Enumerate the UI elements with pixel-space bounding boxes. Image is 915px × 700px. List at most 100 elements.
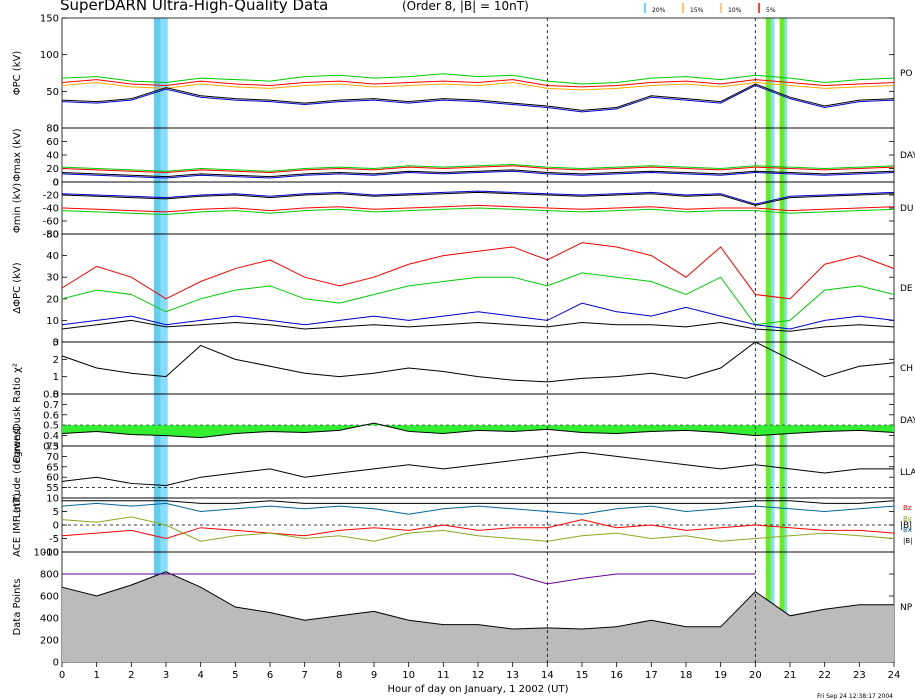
y-tick-label: 0.8 <box>43 390 59 401</box>
y-tick-label: -80 <box>43 230 59 241</box>
panel-ratio: 0.30.40.50.60.70.8 Dawn/Dusk Ratio DAY <box>12 377 915 463</box>
side-label: CH <box>900 364 913 374</box>
y-tick-label: 20 <box>46 294 59 305</box>
x-tick-label: 22 <box>818 670 831 681</box>
legend-label: 10% <box>728 7 742 14</box>
y-tick-label: -20 <box>43 191 59 202</box>
shaded-interval <box>784 18 788 662</box>
x-tick-label: 15 <box>576 670 589 681</box>
legend: 20% 15% 10% 5% <box>644 3 776 14</box>
x-axis: 0 1 2 3 4 5 6 7 8 9 10 11 12 13 14 15 16 17 18 19 20 21 22 23 24 <box>59 662 901 681</box>
imf-label: Bz <box>903 504 912 512</box>
panel-phimax: 0 20 40 60 80 Φmax (kV) DAY <box>12 124 915 189</box>
side-label: |B| <box>900 521 912 531</box>
x-tick-label: 17 <box>645 670 658 681</box>
figure-subtitle: (Order 8, |B| = 10nT) <box>402 0 529 13</box>
y-tick-label: 70 <box>46 452 59 463</box>
y-axis-label: Φmin (kV) <box>12 183 23 233</box>
shaded-interval <box>770 18 775 662</box>
x-tick-label: 18 <box>680 670 693 681</box>
series-line <box>61 319 895 332</box>
y-tick-label: 20 <box>46 164 59 175</box>
side-label: PO <box>900 69 913 79</box>
shaded-interval <box>765 18 771 662</box>
x-tick-label: 7 <box>301 670 307 681</box>
y-tick-label: 400 <box>40 614 59 625</box>
y-tick-label: 40 <box>46 151 59 162</box>
legend-label: 15% <box>690 7 704 14</box>
side-label: DAY <box>900 416 915 426</box>
series-line <box>61 204 895 213</box>
x-tick-label: 0 <box>59 670 65 681</box>
series-line <box>61 516 895 542</box>
series-line <box>61 169 895 178</box>
side-label: LLA <box>900 468 915 478</box>
x-tick-label: 2 <box>128 670 134 681</box>
y-tick-label: 55 <box>46 483 59 494</box>
y-tick-label: 1 <box>53 372 59 383</box>
y-tick-label: 10 <box>46 316 59 327</box>
x-tick-label: 23 <box>853 670 866 681</box>
side-label: DE <box>900 284 913 294</box>
shaded-interval <box>779 18 785 662</box>
y-tick-label: 0 <box>53 178 59 189</box>
series-line <box>61 571 894 630</box>
y-tick-label: 0 <box>53 124 59 135</box>
x-tick-label: 11 <box>437 670 450 681</box>
x-tick-label: 24 <box>888 670 901 681</box>
shaded-interval <box>153 18 161 662</box>
y-tick-label: 800 <box>40 570 59 581</box>
y-tick-label: 10 <box>46 494 59 505</box>
x-tick-label: 10 <box>402 670 415 681</box>
y-tick-label: 0 <box>53 521 59 532</box>
imf-label: Bx <box>903 526 912 534</box>
series-line <box>61 422 895 439</box>
y-axis-label: ΔΦPC (kV) <box>12 262 23 313</box>
y-axis-label: Φmax (kV) <box>12 128 23 181</box>
x-tick-label: 5 <box>232 670 238 681</box>
y-tick-label: 200 <box>40 636 59 647</box>
y-tick-label: 0 <box>53 338 59 349</box>
y-tick-label: 75 <box>46 442 59 453</box>
y-tick-label: 30 <box>46 273 59 284</box>
series-line <box>61 82 895 91</box>
y-axis-label: ACE IMF (nT) <box>12 493 23 557</box>
y-tick-label: -5 <box>49 534 59 545</box>
series-line <box>62 573 756 585</box>
side-label: DAY <box>900 151 915 161</box>
y-tick-label: 100 <box>40 50 59 61</box>
x-tick-label: 12 <box>472 670 485 681</box>
legend-label: 20% <box>652 7 666 14</box>
y-tick-label: 50 <box>46 230 59 241</box>
x-tick-label: 8 <box>336 670 342 681</box>
series-line <box>61 165 895 174</box>
y-tick-label: -40 <box>43 204 59 215</box>
y-tick-label: 0.4 <box>43 431 59 442</box>
timestamp: Fri Sep 24 12:38:17 2004 <box>817 693 893 700</box>
y-tick-label: 0.3 <box>43 442 59 453</box>
y-tick-label: 0.7 <box>43 400 59 411</box>
y-tick-label: 600 <box>40 592 59 603</box>
panel-phimin: -80 -60 -40 -20 0 Φmin (kV) DU <box>12 178 914 241</box>
x-tick-label: 9 <box>371 670 377 681</box>
panel-phipc: 0 50 100 150 ΦPC (kV) PO <box>12 14 913 135</box>
y-tick-label: 80 <box>46 124 59 135</box>
panel-chisq: 0 1 2 3 χ² CH <box>12 338 913 401</box>
panel-dphipc: 0 10 20 30 40 50 ΔΦPC (kV) DE <box>12 230 913 349</box>
imf-label: By <box>903 515 912 523</box>
y-tick-label: 50 <box>46 87 59 98</box>
y-tick-label: 40 <box>46 251 59 262</box>
shaded-intervals <box>153 18 788 662</box>
x-tick-label: 6 <box>267 670 273 681</box>
y-tick-label: 0 <box>53 178 59 189</box>
imf-label: |B| <box>903 537 913 545</box>
y-axis-label: Dawn/Dusk Ratio <box>12 377 23 463</box>
x-tick-label: 13 <box>506 670 519 681</box>
y-tick-label: 0 <box>53 390 59 401</box>
series-line <box>61 163 895 172</box>
x-axis-label: Hour of day on January, 1 2002 (UT) <box>388 684 569 695</box>
